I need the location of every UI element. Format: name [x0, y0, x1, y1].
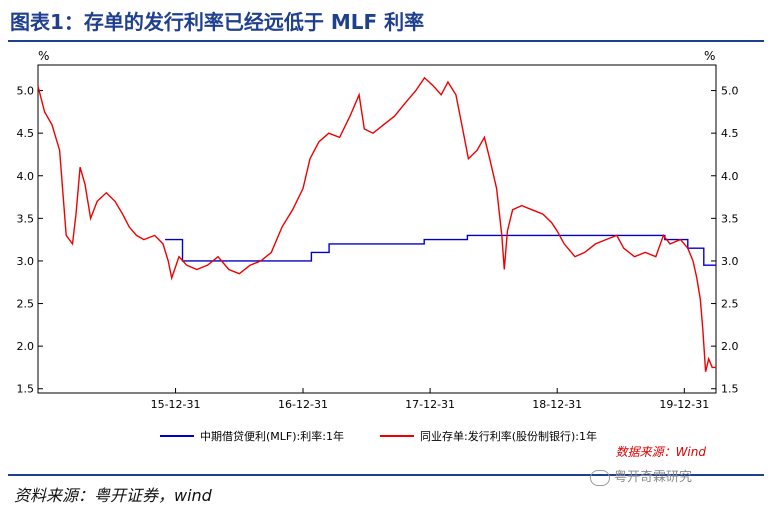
- wechat-icon: [590, 469, 610, 486]
- y-tick-label-left: 4.5: [17, 127, 35, 140]
- y-tick-label-left: 4.0: [17, 170, 35, 183]
- y-tick-label-right: 1.5: [721, 383, 739, 396]
- title-divider: [8, 40, 764, 42]
- right-axis-unit: %: [704, 49, 715, 63]
- y-tick-label-right: 5.0: [721, 85, 739, 98]
- plot-frame: [37, 64, 717, 394]
- legend-label: 同业存单:发行利率(股份制银行):1年: [420, 429, 597, 443]
- watermark-text: 粤开奇霖研究: [614, 470, 693, 485]
- y-tick-label-left: 2.0: [17, 340, 35, 353]
- data-source-note: 数据来源：Wind: [616, 445, 707, 459]
- y-tick-label-left: 1.5: [17, 383, 35, 396]
- legend: 中期借贷便利(MLF):利率:1年 同业存单:发行利率(股份制银行):1年: [160, 429, 597, 443]
- x-tick-label: 16-12-31: [278, 398, 328, 411]
- footer-divider: [8, 474, 764, 476]
- series-group: [37, 76, 716, 372]
- line-chart: % % 1.5 2.0 2.5 3.0 3.5 4.0 4.5 5.0 1.5 2.0 2.5 3.…: [17, 49, 739, 459]
- y-tick-label-right: 3.5: [721, 212, 739, 225]
- left-y-axis: 1.5 2.0 2.5 3.0 3.5 4.0 4.5 5.0: [17, 85, 43, 396]
- y-tick-label-left: 5.0: [17, 85, 35, 98]
- left-axis-unit: %: [38, 49, 49, 63]
- source-note: 资料来源：粤开证券，wind: [14, 486, 212, 505]
- mlf-rate-line: [165, 234, 716, 266]
- x-axis: 15-12-31 16-12-31 17-12-31 18-12-31 19-12-31: [151, 388, 709, 411]
- legend-label: 中期借贷便利(MLF):利率:1年: [200, 429, 344, 443]
- y-tick-label-right: 4.5: [721, 127, 739, 140]
- y-tick-label-right: 2.0: [721, 340, 739, 353]
- right-y-axis: 1.5 2.0 2.5 3.0 3.5 4.0 4.5 5.0: [711, 85, 739, 396]
- y-tick-label-left: 3.0: [17, 255, 35, 268]
- page-title: 图表1：存单的发行利率已经远低于 MLF 利率: [10, 10, 425, 34]
- x-tick-label: 19-12-31: [659, 398, 709, 411]
- y-tick-label-right: 4.0: [721, 170, 739, 183]
- y-tick-label-left: 3.5: [17, 212, 35, 225]
- chart-area: % % 1.5 2.0 2.5 3.0 3.5 4.0 4.5 5.0 1.5 2.0 2.5 3.…: [0, 44, 772, 472]
- y-tick-label-right: 3.0: [721, 255, 739, 268]
- ncd-rate-line: [37, 76, 716, 372]
- watermark: 粤开奇霖研究: [590, 466, 692, 486]
- x-tick-label: 15-12-31: [151, 398, 201, 411]
- x-tick-label: 18-12-31: [532, 398, 582, 411]
- x-tick-label: 17-12-31: [405, 398, 455, 411]
- y-tick-label-right: 2.5: [721, 298, 739, 311]
- y-tick-label-left: 2.5: [17, 298, 35, 311]
